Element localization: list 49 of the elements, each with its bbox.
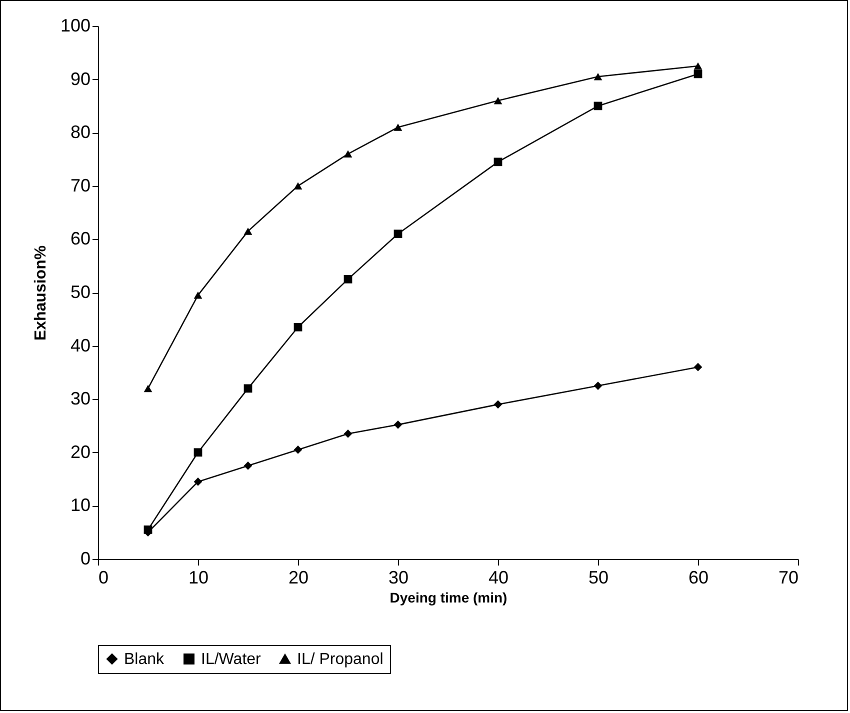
point	[294, 322, 302, 332]
point	[244, 228, 252, 235]
point	[594, 382, 602, 390]
y-axis-title: Exhausion%	[32, 245, 50, 341]
point	[694, 62, 702, 70]
point	[294, 446, 302, 454]
y-tick-label: 10	[70, 495, 90, 516]
point	[694, 362, 702, 372]
x-axis-title: Dyeing time (min)	[390, 590, 508, 606]
x-tick-label: 70	[778, 568, 798, 588]
legend-label: IL/ Propanol	[297, 651, 384, 668]
point	[594, 102, 602, 110]
y-tick-label: 0	[80, 548, 90, 568]
point	[244, 462, 252, 470]
point	[594, 73, 602, 80]
y-tick-label: 90	[70, 68, 90, 89]
point	[194, 448, 202, 457]
point	[394, 420, 402, 429]
x-tick-label: 10	[188, 568, 209, 588]
point	[394, 230, 402, 238]
y-tick-label: 100	[60, 16, 90, 36]
legend-label: Blank	[124, 651, 166, 668]
point	[194, 292, 202, 299]
y-tick-label: 40	[70, 335, 90, 356]
x-tick-label: 0	[98, 568, 109, 588]
y-tick-label: 70	[70, 175, 90, 196]
y-tick-label: 30	[70, 388, 90, 409]
point	[344, 150, 352, 158]
y-tick-label: 60	[70, 228, 90, 249]
point	[344, 274, 352, 284]
point	[194, 478, 202, 486]
x-tick-label: 20	[288, 568, 309, 588]
point	[394, 124, 402, 131]
y-tick-label: 20	[70, 442, 90, 462]
x-tick-label: 50	[588, 568, 609, 588]
x-tick-label: 60	[688, 568, 709, 588]
x-tick-label: 40	[488, 568, 509, 588]
point	[694, 70, 702, 78]
point	[494, 158, 502, 166]
y-tick-label: 50	[70, 282, 90, 302]
point	[294, 182, 302, 190]
x-tick-label: 30	[388, 568, 409, 588]
point	[494, 400, 502, 409]
point	[344, 430, 352, 438]
point	[144, 384, 152, 392]
y-tick-label: 80	[70, 122, 90, 142]
point	[244, 384, 252, 393]
legend-label: IL/Water	[201, 651, 262, 668]
point	[494, 96, 502, 104]
